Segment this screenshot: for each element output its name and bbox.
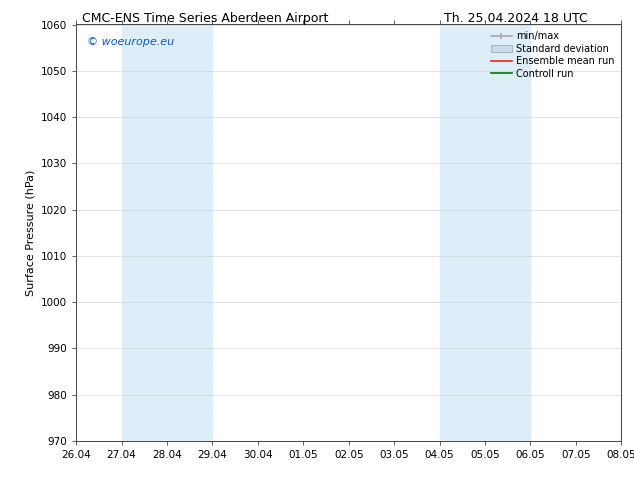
Text: © woeurope.eu: © woeurope.eu [87,37,174,47]
Text: CMC-ENS Time Series Aberdeen Airport: CMC-ENS Time Series Aberdeen Airport [82,12,329,25]
Bar [122,24,212,441]
Bar [439,24,531,441]
Legend: min/max, Standard deviation, Ensemble mean run, Controll run: min/max, Standard deviation, Ensemble me… [489,29,616,80]
Text: Th. 25.04.2024 18 UTC: Th. 25.04.2024 18 UTC [444,12,588,25]
Bar [621,24,634,441]
Y-axis label: Surface Pressure (hPa): Surface Pressure (hPa) [25,170,36,296]
